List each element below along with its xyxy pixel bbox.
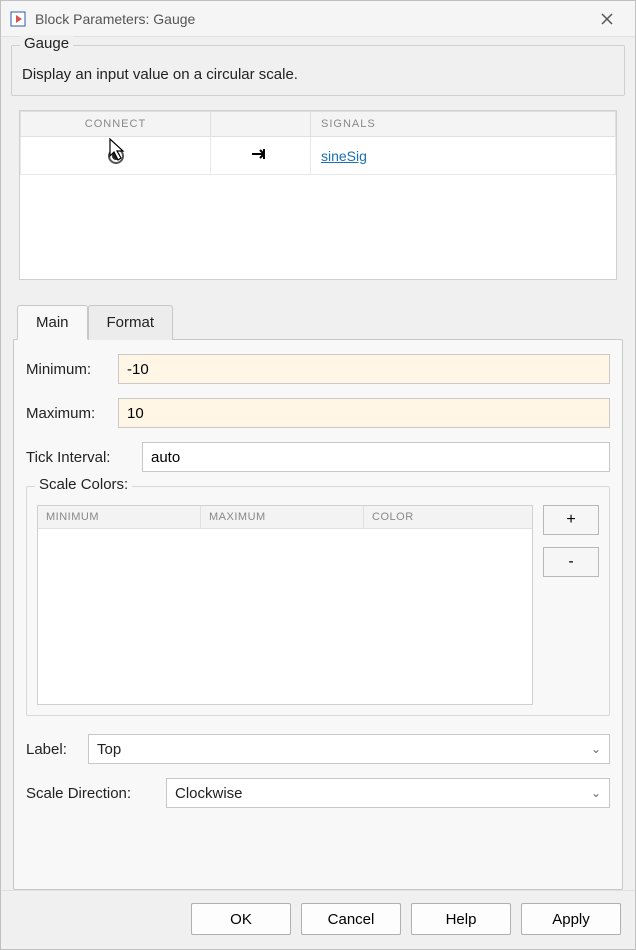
signals-col-header: SIGNALS [311, 112, 616, 137]
signal-name-cell[interactable]: sineSig [311, 137, 616, 175]
tab-format[interactable]: Format [88, 305, 174, 340]
scale-colors-table[interactable]: MINIMUM MAXIMUM COLOR [37, 505, 533, 705]
scale-direction-value: Clockwise [175, 785, 243, 802]
signal-port-icon [250, 147, 272, 161]
sc-max-header: MAXIMUM [201, 506, 364, 528]
scale-color-add-button[interactable]: + [543, 505, 599, 535]
connect-col-header: CONNECT [21, 112, 211, 137]
scale-color-remove-button[interactable]: - [543, 547, 599, 577]
connect-panel-wrap: CONNECT SIGNALS [1, 100, 635, 288]
apply-button[interactable]: Apply [521, 903, 621, 935]
scale-direction-select[interactable]: Clockwise ⌄ [166, 778, 610, 808]
maximum-input[interactable] [118, 398, 610, 428]
simulink-icon [9, 10, 27, 28]
tick-interval-input[interactable] [142, 442, 610, 472]
connect-radio-cell[interactable] [21, 137, 211, 175]
scale-colors-label: Scale Colors: [35, 476, 132, 493]
signal-link[interactable]: sineSig [321, 148, 367, 164]
chevron-down-icon: ⌄ [591, 742, 601, 756]
close-button[interactable] [587, 4, 627, 34]
type-col-header [211, 112, 311, 137]
connect-table: CONNECT SIGNALS [20, 111, 616, 175]
signal-type-cell [211, 137, 311, 175]
window-title: Block Parameters: Gauge [35, 11, 587, 27]
gauge-groupbox: Gauge Display an input value on a circul… [11, 45, 625, 96]
label-label: Label: [26, 741, 80, 758]
maximum-label: Maximum: [26, 405, 110, 422]
connect-panel: CONNECT SIGNALS [19, 110, 617, 280]
scale-direction-label: Scale Direction: [26, 785, 158, 802]
dialog-window: Block Parameters: Gauge Gauge Display an… [0, 0, 636, 950]
sc-color-header: COLOR [364, 506, 532, 528]
sc-min-header: MINIMUM [38, 506, 201, 528]
button-bar: OK Cancel Help Apply [1, 890, 635, 949]
tab-row: Main Format [17, 304, 623, 339]
scale-colors-group: Scale Colors: MINIMUM MAXIMUM COLOR + - [26, 486, 610, 716]
tick-interval-label: Tick Interval: [26, 449, 134, 466]
signal-row[interactable]: sineSig [21, 137, 616, 175]
ok-button[interactable]: OK [191, 903, 291, 935]
close-icon [601, 13, 613, 25]
label-select-value: Top [97, 741, 121, 758]
help-button[interactable]: Help [411, 903, 511, 935]
gauge-description: Display an input value on a circular sca… [22, 66, 614, 83]
connect-radio[interactable] [108, 148, 124, 164]
chevron-down-icon: ⌄ [591, 786, 601, 800]
titlebar: Block Parameters: Gauge [1, 1, 635, 37]
cancel-button[interactable]: Cancel [301, 903, 401, 935]
minimum-input[interactable] [118, 354, 610, 384]
minimum-label: Minimum: [26, 361, 110, 378]
gauge-group-label: Gauge [20, 35, 73, 52]
tabs-area: Main Format Minimum: Maximum: Tick Inter… [13, 304, 623, 890]
label-select[interactable]: Top ⌄ [88, 734, 610, 764]
tab-main[interactable]: Main [17, 305, 88, 340]
main-tab-body: Minimum: Maximum: Tick Interval: Scale C… [13, 339, 623, 890]
